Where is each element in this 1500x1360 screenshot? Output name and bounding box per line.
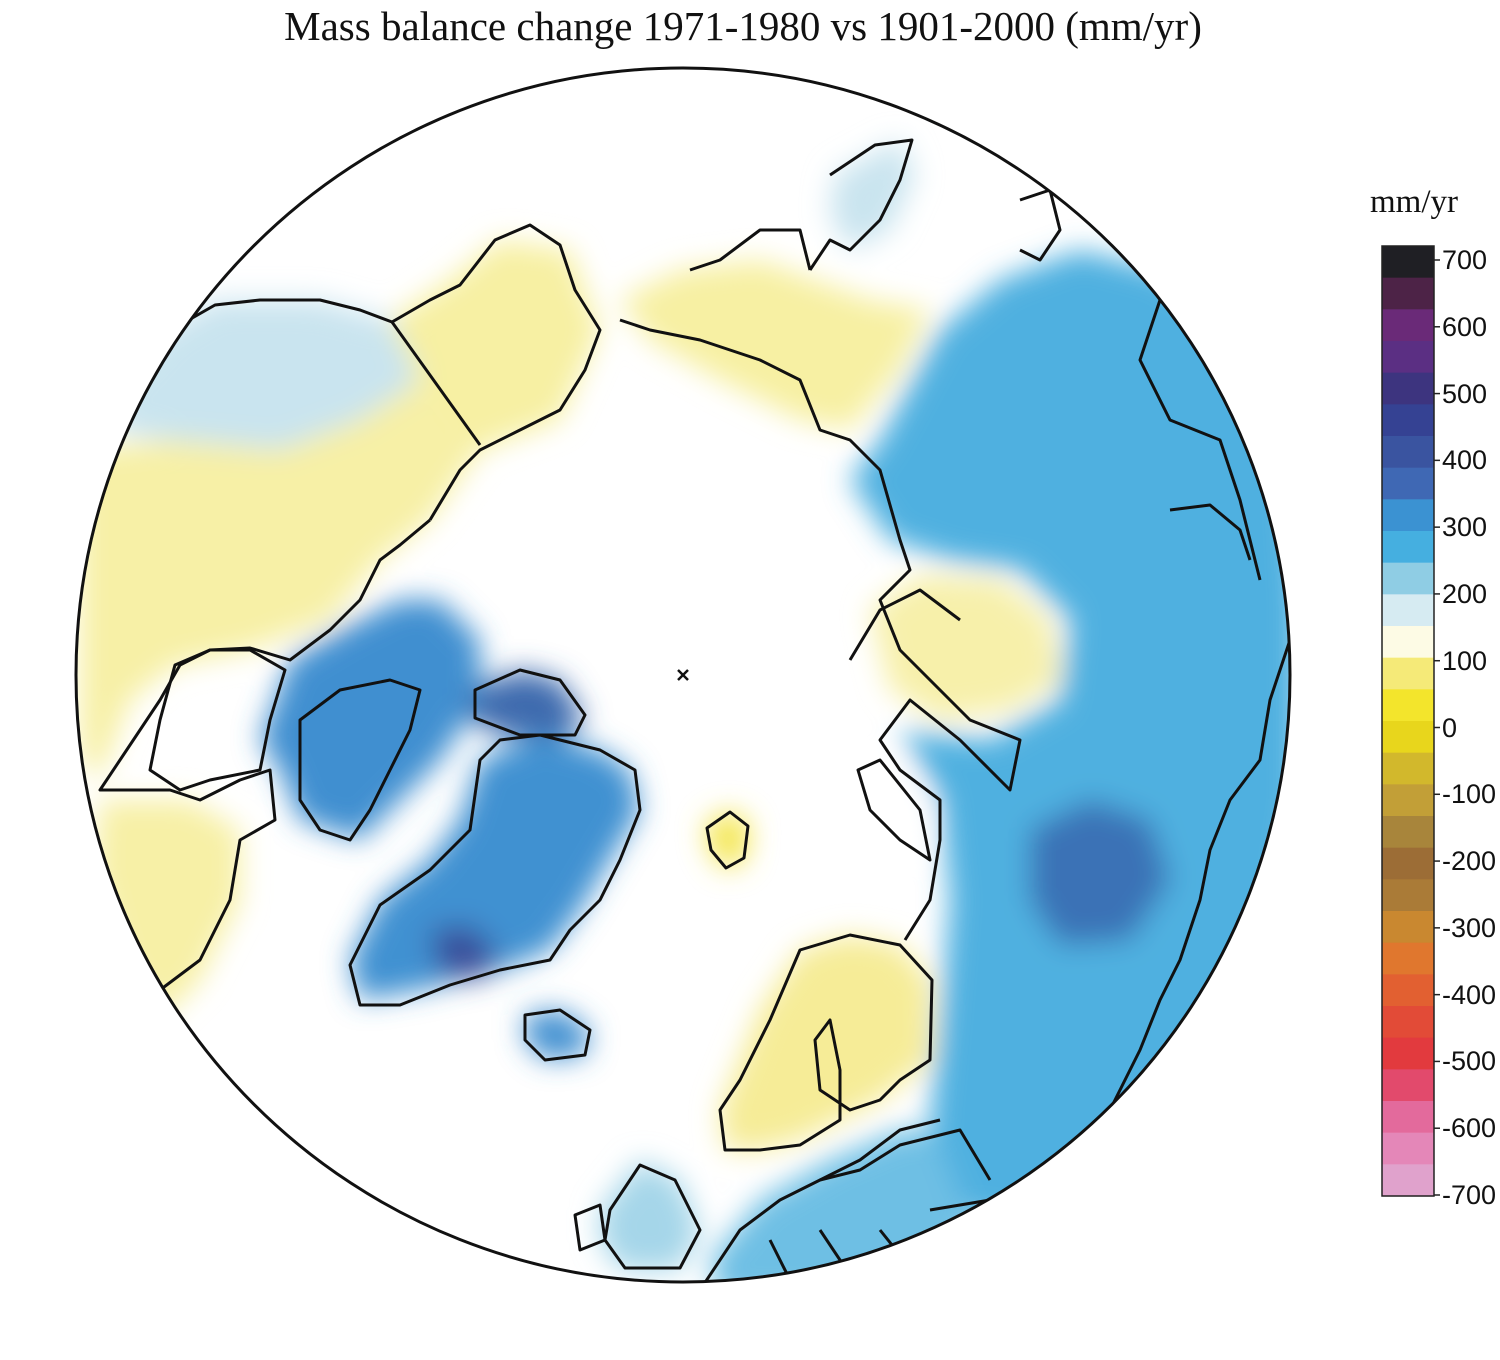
region-western-russia-core	[1030, 800, 1170, 945]
region-scandinavia	[720, 935, 930, 1150]
colorbar-tick-label: -300	[1442, 912, 1497, 943]
colorbar-swatch	[1382, 752, 1434, 785]
border-alaska-canada	[390, 321, 482, 446]
colorbar-swatch	[1382, 1069, 1434, 1102]
colorbar-tick-label: 200	[1442, 578, 1488, 609]
region-iceland	[525, 1010, 590, 1060]
colorbar-unit-label: mm/yr	[1370, 184, 1458, 220]
chart-title: Mass balance change 1971-1980 vs 1901-20…	[284, 3, 1202, 49]
coastline-sea-of-okhotsk	[689, 228, 812, 272]
colorbar-tick-label: 600	[1442, 311, 1488, 342]
colorbar-swatch	[1382, 847, 1434, 880]
colorbar-swatch	[1382, 689, 1434, 722]
coastline-archipelago	[298, 678, 422, 842]
colorbar-swatch	[1382, 436, 1434, 469]
region-southern-greenland	[430, 925, 500, 980]
coastline-canada	[98, 518, 431, 1021]
colorbar-swatch	[1382, 942, 1434, 975]
colorbar-swatch	[1382, 911, 1434, 944]
region-canadian-arctic-archipelago	[260, 600, 480, 840]
colorbar	[1381, 245, 1440, 1197]
colorbar-tick-label: 400	[1442, 445, 1488, 476]
coastline-ireland	[573, 1203, 607, 1252]
colorbar-swatch	[1382, 246, 1434, 279]
colorbar-tick-label: -200	[1442, 846, 1497, 877]
region-far-east-siberia	[620, 260, 930, 430]
coastline-british-isles	[603, 1163, 702, 1270]
colorbar-tick-label: -500	[1442, 1046, 1497, 1077]
coastline-novaya-zemlya	[856, 758, 932, 862]
north-pole-marker	[677, 669, 689, 681]
colorbar-swatch	[1382, 531, 1434, 564]
colorbar-tick-label: 700	[1442, 245, 1488, 275]
coastline-baltic	[819, 1118, 941, 1182]
coastline-taymyr	[848, 588, 961, 661]
colorbar-swatch	[1382, 657, 1434, 690]
region-western-russia	[850, 250, 1290, 1230]
coastline-europe	[698, 1128, 992, 1282]
coastline-scandinavia	[718, 933, 934, 1152]
colorbar-swatch	[1382, 974, 1434, 1007]
coastlines	[98, 138, 1290, 1282]
colorbar-swatch	[1382, 1132, 1434, 1165]
colorbar-tick-label: 300	[1442, 512, 1488, 543]
border-europe-c	[768, 1239, 802, 1282]
colorbar-swatch	[1382, 1164, 1434, 1197]
region-novaya-zemlya	[860, 760, 930, 850]
colorbar-swatch	[1382, 1037, 1434, 1070]
colorbar-swatch	[1382, 372, 1434, 405]
lake-baikal	[1169, 503, 1252, 561]
coastline-russia-north	[619, 318, 1022, 941]
colorbar-swatch	[1382, 404, 1434, 437]
colorbar-swatch	[1382, 562, 1434, 595]
colorbar-swatch	[1382, 1101, 1434, 1134]
region-greenland	[350, 735, 640, 1000]
colorbar-frame	[1381, 245, 1435, 1197]
map-frame	[74, 66, 1292, 1284]
region-kamchatka	[830, 140, 915, 250]
map-content	[76, 68, 1290, 1282]
colorbar-swatch	[1382, 341, 1434, 374]
coastline-kamchatka	[808, 138, 914, 271]
coastline-iceland	[523, 1008, 592, 1062]
colorbar-swatch	[1382, 467, 1434, 500]
region-alaska	[110, 300, 420, 450]
coastline-alaska	[179, 223, 602, 521]
colorbar-swatch	[1382, 626, 1434, 659]
colorbar-swatch	[1382, 309, 1434, 342]
coastline-svalbard	[705, 810, 750, 870]
colorbar-tick-label: 100	[1442, 645, 1488, 676]
colorbar-tick-label: -700	[1442, 1180, 1497, 1210]
colorbar-tick-label: 500	[1442, 378, 1488, 409]
colorbar-swatch	[1382, 816, 1434, 849]
colorbar-tick-label: -400	[1442, 979, 1497, 1010]
colorbar-tick-label: 0	[1442, 712, 1458, 743]
colorbar-swatch	[1382, 784, 1434, 817]
coastline-hudson-bay	[148, 648, 287, 792]
colorbar-swatch	[1382, 499, 1434, 532]
colorbar-swatch	[1382, 1006, 1434, 1039]
region-ellesmere-island	[470, 670, 585, 740]
region-taymyr	[870, 575, 1060, 720]
coastline-ellesmere	[473, 668, 587, 737]
coastline-japan	[1019, 188, 1062, 262]
colorbar-tick-label: -600	[1442, 1113, 1497, 1144]
colorbar-swatch	[1382, 277, 1434, 310]
colorbar-swatch	[1382, 721, 1434, 754]
coastline-greenland	[348, 733, 642, 1007]
colorbar-swatch	[1382, 594, 1434, 627]
colorbar-tick-label: -100	[1442, 779, 1497, 810]
border-russia-china	[1138, 299, 1262, 581]
colorbar-swatch	[1382, 879, 1434, 912]
region-canada-interior	[80, 380, 480, 780]
border-russia-kazakhstan	[1098, 639, 1290, 1131]
